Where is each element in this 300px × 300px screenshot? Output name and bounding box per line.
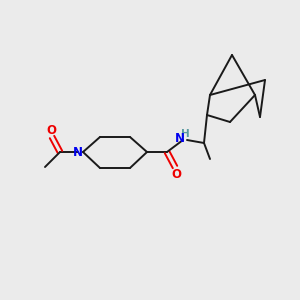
Text: O: O [171, 167, 181, 181]
Text: N: N [175, 133, 185, 146]
Text: N: N [73, 146, 83, 158]
Text: O: O [46, 124, 56, 136]
Text: H: H [181, 129, 189, 139]
